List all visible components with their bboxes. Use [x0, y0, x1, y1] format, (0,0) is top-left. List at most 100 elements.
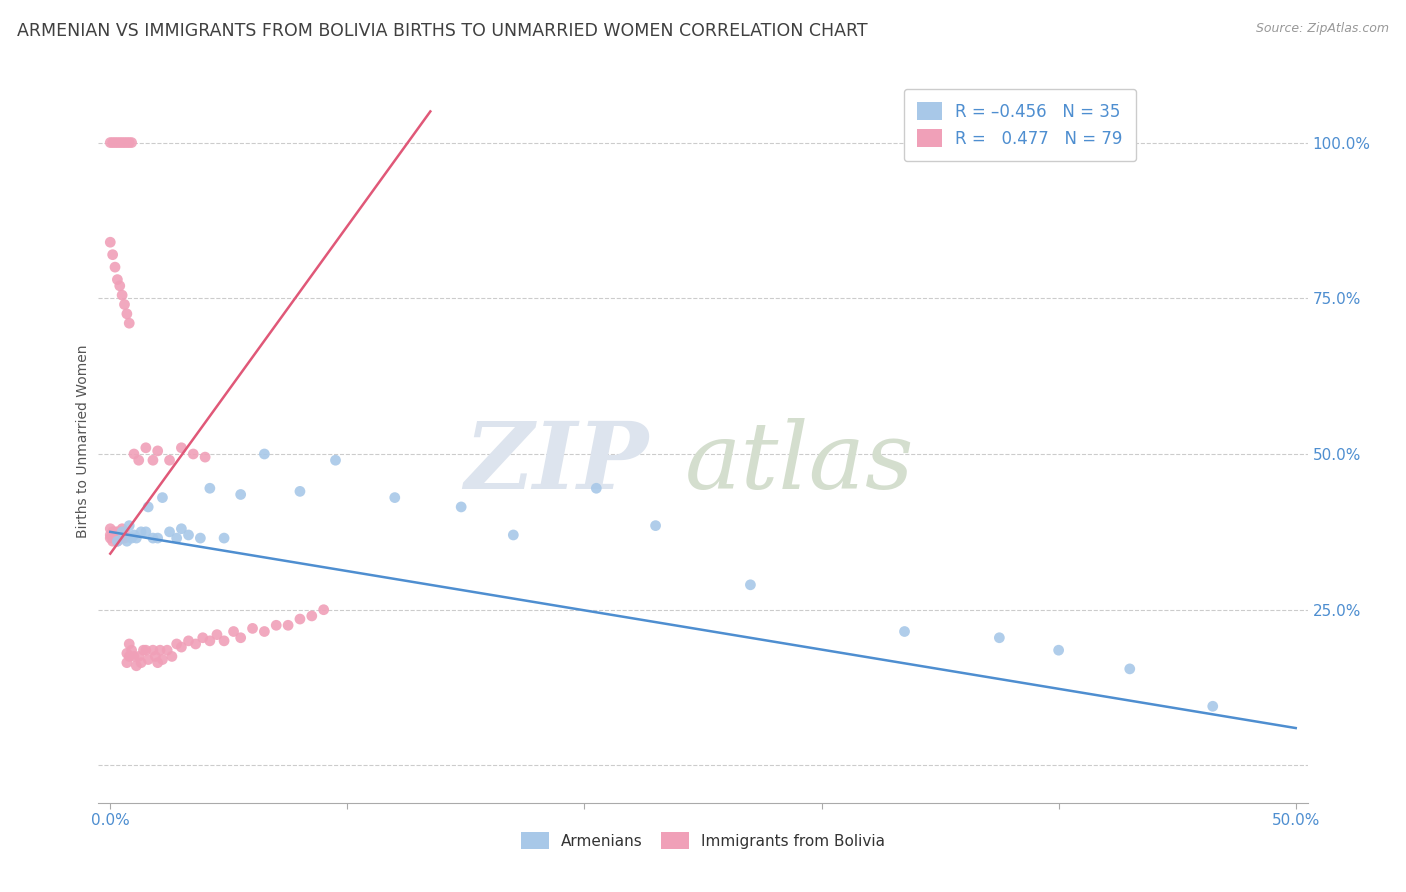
Point [111, 524, 134, 539]
Point [122, 447, 145, 461]
Point [170, 640, 193, 654]
Point [114, 136, 136, 150]
Point [156, 643, 179, 657]
Point [118, 316, 141, 330]
Point [181, 447, 204, 461]
Point [166, 637, 188, 651]
Point [301, 609, 323, 624]
Point [128, 649, 150, 664]
Point [115, 307, 138, 321]
Point [105, 136, 128, 150]
Point [312, 603, 335, 617]
Point [198, 481, 221, 495]
Point [893, 624, 915, 639]
Point [98, 235, 121, 250]
Point [136, 652, 159, 666]
Point [194, 450, 217, 464]
Point [129, 656, 152, 670]
Point [104, 524, 127, 539]
Point [190, 531, 212, 545]
Point [253, 624, 276, 639]
Point [159, 524, 181, 539]
Point [384, 491, 406, 505]
Point [108, 524, 131, 539]
Point [1119, 662, 1142, 676]
Text: Source: ZipAtlas.com: Source: ZipAtlas.com [1256, 22, 1389, 36]
Point [142, 531, 165, 545]
Point [146, 656, 169, 670]
Point [450, 500, 472, 514]
Point [160, 649, 183, 664]
Point [125, 658, 148, 673]
Legend: Armenians, Immigrants from Bolivia: Armenians, Immigrants from Bolivia [513, 824, 893, 856]
Point [98, 136, 121, 150]
Point [142, 643, 165, 657]
Point [104, 260, 127, 274]
Point [122, 528, 145, 542]
Point [108, 531, 131, 545]
Point [585, 481, 607, 495]
Point [142, 453, 165, 467]
Point [101, 524, 124, 539]
Point [125, 531, 148, 545]
Point [105, 534, 128, 549]
Point [128, 453, 150, 467]
Point [135, 441, 157, 455]
Point [121, 531, 143, 545]
Point [222, 624, 245, 639]
Point [104, 136, 127, 150]
Point [111, 136, 134, 150]
Point [111, 531, 134, 545]
Point [1202, 699, 1225, 714]
Point [212, 531, 235, 545]
Point [143, 649, 166, 664]
Point [115, 136, 138, 150]
Point [118, 136, 141, 150]
Point [205, 627, 228, 641]
Point [115, 646, 138, 660]
Point [114, 524, 136, 539]
Point [152, 652, 174, 666]
Point [229, 487, 252, 501]
Point [105, 534, 128, 549]
Point [104, 531, 127, 545]
Point [159, 453, 181, 467]
Point [264, 618, 287, 632]
Point [114, 297, 136, 311]
Point [184, 637, 207, 651]
Point [121, 136, 143, 150]
Point [135, 524, 157, 539]
Point [111, 522, 134, 536]
Point [288, 612, 311, 626]
Point [988, 631, 1011, 645]
Point [122, 649, 145, 664]
Text: atlas: atlas [685, 418, 914, 508]
Point [108, 136, 131, 150]
Point [177, 528, 200, 542]
Point [253, 447, 276, 461]
Point [98, 522, 121, 536]
Point [502, 528, 524, 542]
Point [101, 248, 124, 262]
Point [644, 518, 666, 533]
Point [118, 649, 141, 664]
Point [105, 272, 128, 286]
Point [146, 443, 169, 458]
Point [1047, 643, 1070, 657]
Point [114, 531, 136, 545]
Point [146, 531, 169, 545]
Point [115, 534, 138, 549]
Point [135, 643, 157, 657]
Point [105, 524, 128, 539]
Point [288, 484, 311, 499]
Point [325, 453, 347, 467]
Point [277, 618, 299, 632]
Point [198, 633, 221, 648]
Point [242, 621, 264, 635]
Point [111, 288, 134, 302]
Point [115, 656, 138, 670]
Point [121, 643, 143, 657]
Point [166, 531, 188, 545]
Point [152, 491, 174, 505]
Point [177, 633, 200, 648]
